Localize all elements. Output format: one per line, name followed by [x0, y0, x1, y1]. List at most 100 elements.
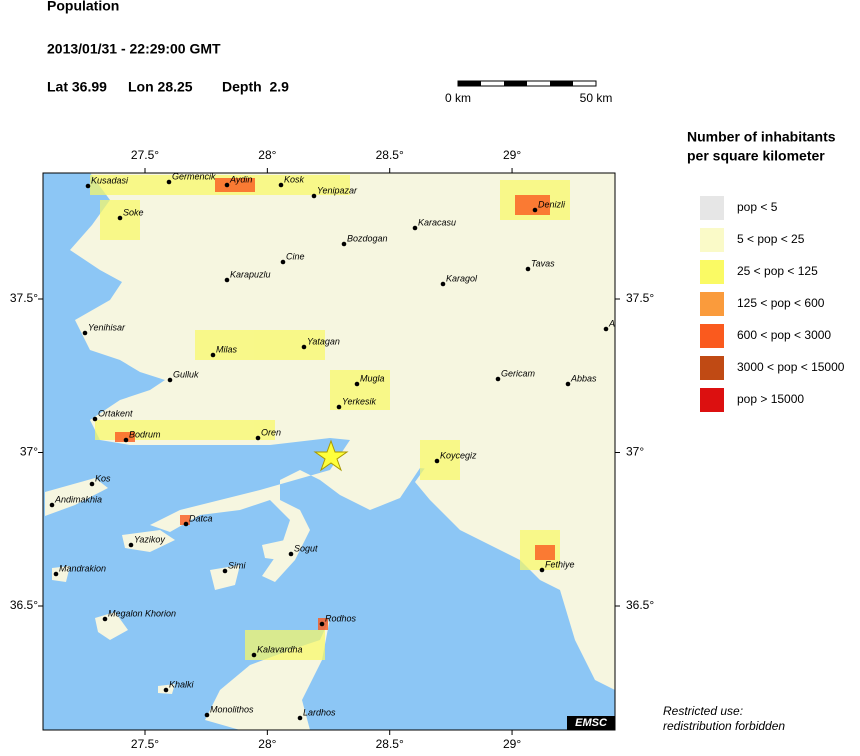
- place-dot: [255, 435, 261, 441]
- legend-label: 5 < pop < 25: [737, 232, 805, 246]
- scale-bar: [457, 80, 597, 87]
- place-dot: [251, 652, 257, 658]
- place-label: Kalavardha: [257, 644, 303, 654]
- place-dot: [440, 281, 446, 287]
- place-label: Yatagan: [307, 336, 340, 346]
- place-dot: [495, 376, 501, 382]
- place-dot: [525, 266, 531, 272]
- legend-swatch: [700, 388, 724, 412]
- notice: Restricted use:: [663, 704, 743, 718]
- place-label: Rodhos: [325, 613, 357, 623]
- lon-label: 28°: [258, 737, 276, 751]
- epicenter: [313, 439, 349, 472]
- place-dot: [434, 458, 440, 464]
- lon-label: 29°: [503, 737, 521, 751]
- place-dot: [92, 416, 98, 422]
- legend-swatch: [700, 196, 724, 220]
- place-label: Milas: [216, 344, 238, 354]
- lon-label: 27.5°: [131, 148, 159, 162]
- place-dot: [412, 225, 418, 231]
- place-label: Yazikoy: [134, 534, 165, 544]
- place-dot: [85, 183, 91, 189]
- place-label: Bozdogan: [347, 233, 388, 243]
- place-dot: [183, 521, 189, 527]
- place-label: Sogut: [294, 543, 318, 553]
- place-dot: [204, 712, 210, 718]
- place-label: Cine: [286, 251, 305, 261]
- legend-label: pop < 5: [737, 200, 778, 214]
- legend-swatch: [700, 356, 724, 380]
- place-label: Gericam: [501, 368, 536, 378]
- place-dot: [280, 259, 286, 265]
- place-dot: [341, 241, 347, 247]
- title: Population: [47, 0, 119, 14]
- place-label: Bodrum: [129, 429, 161, 439]
- place-label: Soke: [123, 207, 144, 217]
- place-label: Tavas: [531, 258, 555, 268]
- place-dot: [603, 326, 609, 332]
- place-label: Karacasu: [418, 217, 456, 227]
- legend-title: Number of inhabitants: [687, 129, 836, 145]
- place-dot: [565, 381, 571, 387]
- place-label: Denizli: [538, 199, 566, 209]
- place-label: Abbas: [570, 373, 597, 383]
- place-label: Ortakent: [98, 408, 133, 418]
- place-dot: [319, 621, 325, 627]
- place-label: Fethiye: [545, 559, 575, 569]
- place-label: Mandrakion: [59, 563, 106, 573]
- place-dot: [210, 352, 216, 358]
- scale-start: 0 km: [445, 91, 471, 105]
- place-label: Andimakhia: [54, 494, 102, 504]
- place-dot: [49, 502, 55, 508]
- legend-swatch: [700, 228, 724, 252]
- place-label: Aydin: [229, 174, 252, 184]
- lat-label: 37.5°: [10, 291, 38, 305]
- place-label: Kosk: [284, 174, 305, 184]
- scale-end: 50 km: [580, 91, 613, 105]
- badge: EMSC: [575, 717, 608, 729]
- place-dot: [117, 215, 123, 221]
- place-dot: [102, 616, 108, 622]
- place-dot: [53, 571, 59, 577]
- depth: Depth 2.9: [222, 79, 289, 95]
- place-label: Yenipazar: [317, 185, 358, 195]
- lon-label: 28°: [258, 148, 276, 162]
- map-frame: [42, 172, 616, 731]
- lat: Lat 36.99: [47, 79, 107, 95]
- place-dot: [336, 404, 342, 410]
- legend-swatch: [700, 260, 724, 284]
- place-label: Karagol: [446, 273, 478, 283]
- place-label: Kusadasi: [91, 175, 129, 185]
- place-label: Lardhos: [303, 707, 336, 717]
- place-dot: [539, 567, 545, 573]
- lon-label: 28.5°: [376, 148, 404, 162]
- place-dot: [224, 182, 230, 188]
- place-label: Megalon Khorion: [108, 608, 176, 618]
- place-label: Datca: [189, 513, 213, 523]
- place-dot: [167, 377, 173, 383]
- datetime: 2013/01/31 - 22:29:00 GMT: [47, 41, 221, 57]
- lat-label: 36.5°: [10, 598, 38, 612]
- place-dot: [222, 568, 228, 574]
- place-label: Mugla: [360, 373, 385, 383]
- legend-swatch: [700, 324, 724, 348]
- place-label: Simi: [228, 560, 246, 570]
- place-dot: [354, 381, 360, 387]
- lon-label: 28.5°: [376, 737, 404, 751]
- place-dot: [82, 330, 88, 336]
- place-dot: [297, 715, 303, 721]
- place-label: Yerkesik: [342, 396, 377, 406]
- place-dot: [89, 481, 95, 487]
- lat-label: 37.5°: [626, 291, 654, 305]
- place-label: Karapuzlu: [230, 269, 271, 279]
- place-dot: [163, 687, 169, 693]
- place-dot: [166, 179, 172, 185]
- place-label: Yenihisar: [88, 322, 126, 332]
- place-dot: [301, 344, 307, 350]
- place-label: Khalki: [169, 679, 195, 689]
- place-dot: [224, 277, 230, 283]
- lat-label: 36.5°: [626, 598, 654, 612]
- lat-label: 37°: [626, 445, 644, 459]
- legend-title: per square kilometer: [687, 148, 825, 164]
